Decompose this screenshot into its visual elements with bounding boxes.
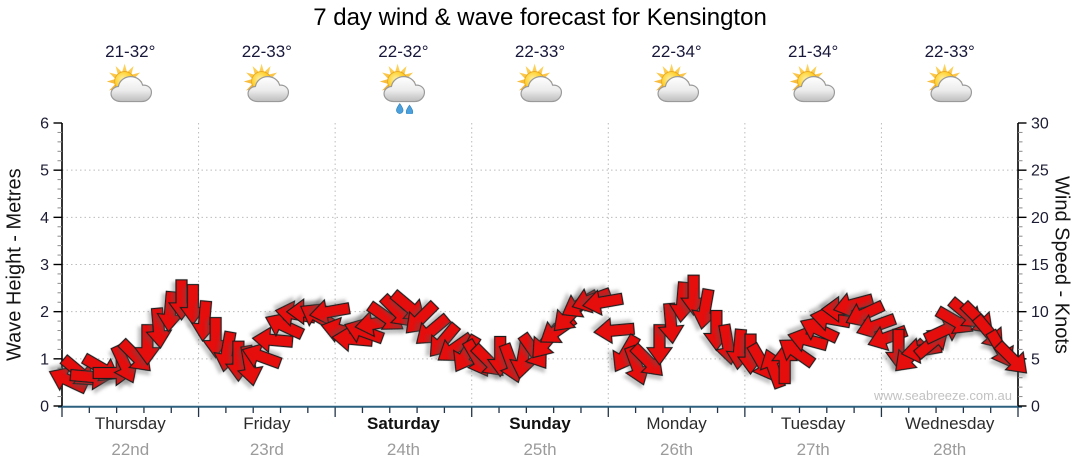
wind-speed-tick-label: 0 [1031,399,1040,416]
day-date-label: 24th [386,440,420,459]
wave-height-tick-label: 6 [40,116,49,133]
partly-cloudy-icon [516,63,563,103]
wind-barb [657,302,685,345]
wind-barb [778,339,817,369]
axis-ticks: 0 1 2 3 4 5 6 0 5 10 15 20 25 30 [40,116,1049,417]
wind-speed-tick-label: 15 [1031,257,1049,274]
wind-speed-tick-label: 30 [1031,116,1049,133]
wave-height-tick-label: 0 [40,399,49,416]
day-temp-range: 21-32° [105,42,156,61]
wind-speed-tick-label: 20 [1031,210,1049,227]
wave-height-tick-label: 3 [40,257,49,274]
seabreeze-watermark: www.seabreeze.com.au [873,388,1012,403]
day-date-label: 23rd [249,440,284,459]
wind-barb [241,342,283,370]
wind-barb [993,339,1028,374]
day-temp-range: 22-33° [514,42,566,61]
wind-barb [308,298,351,326]
day-name-label: Wednesday [904,414,995,433]
partly-cloudy-icon [653,63,699,103]
wind-speed-tick-label: 5 [1031,351,1040,368]
day-date-label: 28th [933,440,967,459]
day-name-label: Tuesday [780,414,846,433]
day-temp-range: 21-34° [788,42,839,61]
wave-height-tick-label: 1 [40,351,49,368]
wind-barb [133,324,162,366]
partly-cloudy-icon [243,63,289,103]
day-temp-range: 22-32° [378,42,429,61]
wave-height-tick-label: 5 [40,163,49,180]
wind-speed-tick-label: 10 [1031,304,1049,321]
wind-barb [581,289,624,317]
day-name-label: Saturday [367,414,440,433]
partly-cloudy-icon [926,63,972,103]
day-name-label: Friday [243,414,291,433]
day-name-label: Thursday [94,414,166,433]
wind-barb [799,316,841,344]
wind-barb [645,324,674,366]
day-temp-range: 22-34° [651,42,702,61]
day-date-label: 26th [660,440,694,459]
wind-barb [145,307,173,350]
wave-height-tick-label: 2 [40,304,49,321]
wind-barb [251,326,294,354]
raindrop-icon [406,104,414,114]
partly-cloudy-icon [789,63,836,103]
wind-barb [809,304,852,332]
day-temp-range: 22-33° [924,42,975,61]
day-date-label: 27th [796,440,830,459]
day-name-label: Monday [646,414,707,433]
partly-cloudy-icon [106,63,153,103]
wave-height-tick-label: 4 [40,210,49,227]
wind-barb [593,317,636,345]
day-date-label: 22nd [111,440,150,459]
wind-barb [264,312,306,341]
wind-speed-axis-title: Wind Speed - Knots [1050,175,1073,354]
wind-speed-tick-label: 25 [1031,163,1049,180]
day-name-label: Sunday [509,414,571,433]
partly-cloudy-rain-icon [380,63,426,114]
raindrop-icon [396,103,404,114]
wind-barb [236,344,264,387]
day-temp-range: 22-33° [241,42,292,61]
day-date-label: 25th [523,440,557,459]
wind-barb [623,344,651,386]
wind-barb-series [48,274,1028,395]
page-title: 7 day wind & wave forecast for Kensingto… [313,4,767,31]
